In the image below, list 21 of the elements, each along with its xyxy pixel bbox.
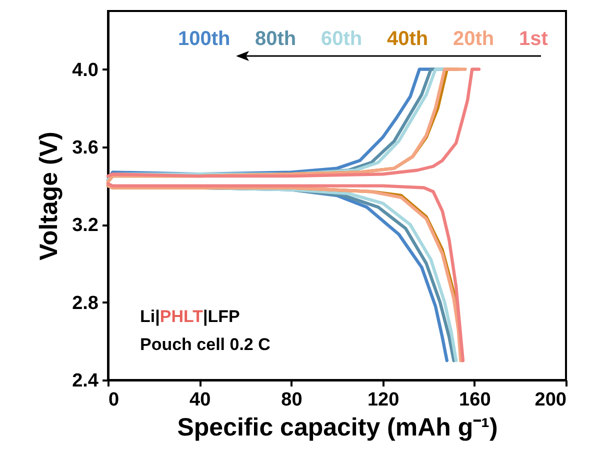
text: 1st bbox=[519, 28, 548, 50]
x-tick-label: 40 bbox=[190, 390, 211, 410]
series-label: 20th bbox=[453, 28, 494, 50]
x-tick-label: 120 bbox=[367, 390, 400, 410]
annotation: Li|PHLT|LFP bbox=[140, 307, 240, 327]
annotation: Pouch cell 0.2 C bbox=[140, 335, 270, 354]
y-tick-label: 2.8 bbox=[72, 292, 98, 314]
series-label: 40th bbox=[387, 28, 428, 50]
text: 60th bbox=[321, 28, 362, 50]
x-tick-label: 160 bbox=[459, 390, 491, 410]
y-tick-label: 3.6 bbox=[72, 137, 98, 158]
text: 100th bbox=[178, 28, 230, 50]
text: 80th bbox=[255, 28, 296, 50]
y-tick-label: 2.4 bbox=[72, 370, 99, 392]
y-tick-label: 4.0 bbox=[72, 60, 98, 81]
x-tick-label: 200 bbox=[534, 390, 566, 410]
x-tick-label: 0 bbox=[108, 390, 120, 410]
x-axis-title: Specific capacity (mAh g⁻¹) bbox=[177, 414, 498, 442]
y-tick-label: 3.2 bbox=[72, 215, 98, 236]
y-axis-title: Voltage (V) bbox=[35, 132, 64, 260]
x-tick-label: 80 bbox=[281, 390, 302, 410]
